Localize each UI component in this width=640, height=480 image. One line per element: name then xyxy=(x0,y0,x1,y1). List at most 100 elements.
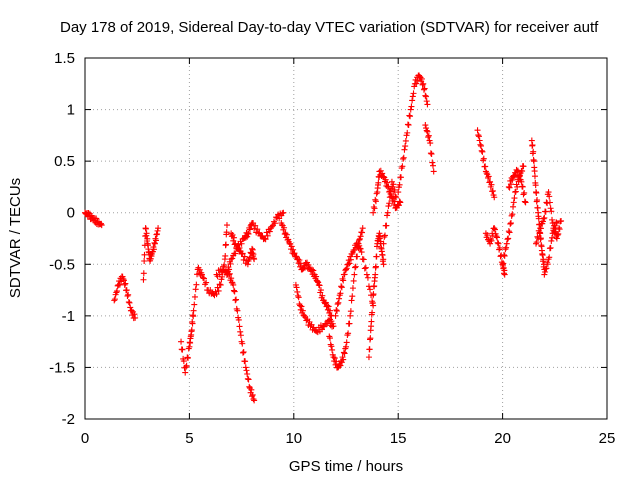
data-point-sat-f xyxy=(266,228,273,235)
data-point-sat-m xyxy=(371,205,378,212)
data-point-sat-u xyxy=(532,182,539,189)
data-point-sat-m xyxy=(396,198,403,205)
data-point-sat-q xyxy=(476,137,483,144)
data-point-sat-n xyxy=(386,200,393,207)
data-point-sat-n xyxy=(388,178,395,185)
data-point-sat-s xyxy=(505,228,512,235)
data-point-sat-h xyxy=(296,257,303,264)
data-point-sat-r xyxy=(496,244,503,251)
data-point-sat-g xyxy=(241,253,248,260)
data-point-sat-h xyxy=(324,302,331,309)
data-point-sat-m xyxy=(397,199,404,206)
data-point-sat-s xyxy=(511,195,518,202)
data-point-sat-o xyxy=(424,101,431,108)
data-point-sat-e xyxy=(249,391,256,398)
data-point-sat-o xyxy=(413,80,420,87)
data-point-sat-c xyxy=(142,225,149,232)
data-point-sat-d xyxy=(215,287,222,294)
data-point-sat-e xyxy=(249,393,256,400)
data-point-sat-k xyxy=(358,249,365,256)
data-point-sat-v xyxy=(534,233,541,240)
data-point-sat-w xyxy=(544,261,551,268)
data-point-sat-j xyxy=(350,277,357,284)
data-point-sat-r xyxy=(491,225,498,232)
data-point-sat-h xyxy=(297,260,304,267)
data-point-sat-h xyxy=(310,267,317,274)
data-point-sat-e xyxy=(244,375,251,382)
data-point-sat-g xyxy=(239,250,246,257)
data-point-sat-l xyxy=(369,299,376,306)
data-point-sat-p xyxy=(425,134,432,141)
data-point-sat-d xyxy=(207,287,214,294)
data-point-sat-q xyxy=(475,133,482,140)
data-point-sat-v xyxy=(533,240,540,247)
data-point-sat-e xyxy=(251,397,258,404)
data-point-sat-j xyxy=(356,235,363,242)
data-point-sat-b xyxy=(111,296,118,303)
data-point-sat-k xyxy=(363,271,370,278)
data-point-sat-j xyxy=(351,271,358,278)
data-point-sat-c xyxy=(150,246,157,253)
data-point-sat-j xyxy=(328,343,335,350)
data-point-sat-c xyxy=(141,251,148,258)
y-tick-label: -1.5 xyxy=(49,359,75,376)
data-point-sat-h xyxy=(319,292,326,299)
data-point-sat-j xyxy=(329,346,336,353)
data-point-sat-q xyxy=(480,155,487,162)
data-point-sat-k xyxy=(360,256,367,263)
data-point-sat-i xyxy=(294,288,301,295)
data-point-sat-f xyxy=(246,226,253,233)
data-point-sat-o xyxy=(407,113,414,120)
data-point-sat-o xyxy=(396,181,403,188)
data-point-sat-k xyxy=(335,299,342,306)
data-point-sat-f xyxy=(268,223,275,230)
data-point-sat-c xyxy=(147,255,154,262)
data-point-sat-n xyxy=(391,186,398,193)
data-point-sat-f xyxy=(264,232,271,239)
data-point-sat-e xyxy=(237,332,244,339)
data-point-sat-h xyxy=(283,231,290,238)
data-point-sat-d xyxy=(201,275,208,282)
data-point-sat-u xyxy=(530,148,537,155)
data-point-sat-e xyxy=(242,358,249,365)
data-point-sat-e xyxy=(234,307,241,314)
data-point-sat-d xyxy=(185,354,192,361)
data-point-sat-i xyxy=(301,312,308,319)
data-point-sat-t xyxy=(516,171,523,178)
data-point-sat-n xyxy=(381,232,388,239)
data-point-sat-r xyxy=(493,233,500,240)
data-point-sat-k xyxy=(347,256,354,263)
data-point-sat-s xyxy=(509,211,516,218)
data-point-sat-v xyxy=(555,224,562,231)
data-point-sat-a xyxy=(93,215,100,222)
data-point-sat-p xyxy=(429,159,436,166)
data-point-sat-o xyxy=(402,137,409,144)
data-point-sat-q xyxy=(482,163,489,170)
data-point-sat-v xyxy=(553,235,560,242)
data-point-sat-b xyxy=(125,291,132,298)
data-point-sat-j xyxy=(343,339,350,346)
data-point-sat-l xyxy=(372,263,379,270)
data-point-sat-l xyxy=(368,318,375,325)
data-point-sat-o xyxy=(401,146,408,153)
data-point-sat-j xyxy=(346,320,353,327)
data-point-sat-l xyxy=(370,291,377,298)
data-point-sat-e xyxy=(248,386,255,393)
data-point-sat-d xyxy=(180,358,187,365)
data-point-sat-l xyxy=(369,309,376,316)
data-point-sat-h xyxy=(325,303,332,310)
data-point-sat-t xyxy=(507,181,514,188)
data-point-sat-t xyxy=(521,198,528,205)
data-point-sat-o xyxy=(402,143,409,150)
data-point-sat-e xyxy=(236,323,243,330)
data-point-sat-h xyxy=(285,236,292,243)
data-point-sat-v xyxy=(546,199,553,206)
data-point-sat-q xyxy=(488,181,495,188)
data-point-sat-f xyxy=(272,220,279,227)
data-point-sat-p xyxy=(422,122,429,129)
data-point-sat-j xyxy=(359,229,366,236)
data-point-sat-e xyxy=(233,296,240,303)
data-point-sat-r xyxy=(488,237,495,244)
data-point-sat-v xyxy=(548,208,555,215)
